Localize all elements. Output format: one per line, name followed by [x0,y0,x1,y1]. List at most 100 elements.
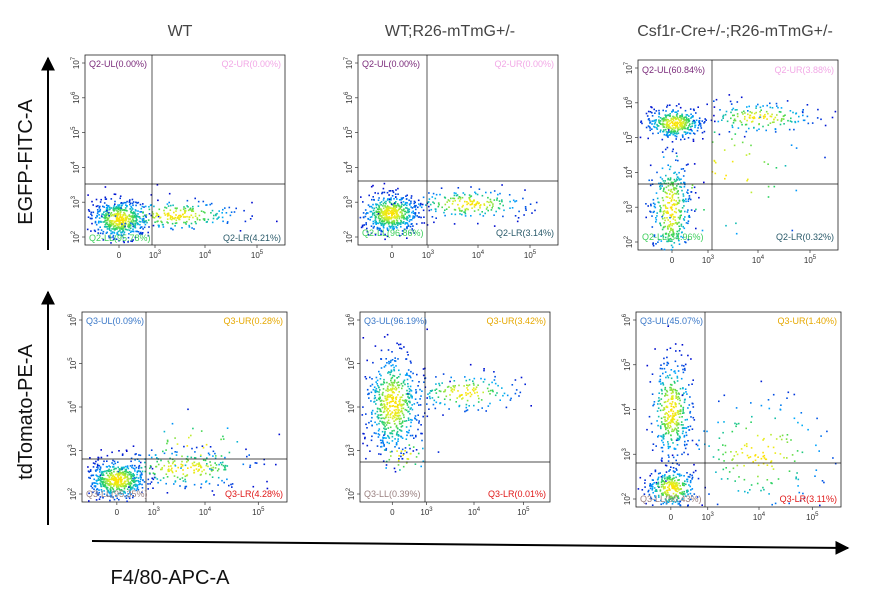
event-dot [119,214,122,216]
event-dot [670,377,673,380]
event-dot [402,380,405,383]
event-dot [686,480,689,483]
event-dot [129,487,132,490]
event-dot [392,405,394,407]
event-dot [743,444,746,447]
event-dot [670,419,672,422]
event-dot [151,211,154,213]
event-dot [393,227,395,230]
event-dot [109,213,112,215]
event-dot [193,471,196,474]
event-dot [732,467,735,470]
event-dot [128,473,131,475]
event-dot [152,224,155,227]
event-dot [121,484,124,486]
event-dot [133,468,136,470]
event-dot [680,118,683,120]
event-dot [685,124,688,127]
event-dot [671,396,673,399]
event-dot [130,211,132,214]
event-dot [674,216,676,218]
event-dot [407,383,409,385]
event-dot [183,221,185,224]
event-dot [130,209,133,211]
event-dot [138,481,140,483]
event-dot [691,122,693,125]
event-dot [392,203,395,206]
event-dot [395,216,397,218]
event-dot [793,128,795,131]
event-dot [127,220,129,223]
event-dot [428,408,430,410]
event-dot [746,119,748,122]
event-dot [711,171,714,173]
event-dot [167,469,170,471]
event-dot [429,203,432,206]
event-dot [148,472,151,474]
event-dot [397,381,400,383]
event-dot [126,471,129,473]
event-dot [668,193,671,195]
event-dot [793,460,796,462]
event-dot [390,370,393,372]
event-dot [459,196,462,199]
event-dot [667,454,670,456]
event-dot [411,397,413,399]
event-dot [665,182,667,185]
event-dot [488,383,490,386]
event-dot [816,117,819,119]
event-dot [656,215,658,217]
event-dot [751,116,754,119]
event-dot [403,208,405,210]
event-dot [147,488,149,490]
event-dot [366,227,368,230]
event-dot [678,489,680,491]
event-dot [392,397,395,400]
event-dot [655,481,658,484]
event-dot [747,113,749,116]
event-dot [639,476,642,479]
event-dot [674,414,676,416]
event-dot [389,384,392,386]
event-dot [156,220,159,223]
event-dot [376,416,379,418]
event-dot [407,411,409,413]
event-dot [686,491,688,494]
event-dot [671,128,673,131]
event-dot [408,214,411,217]
event-dot [659,426,662,428]
event-dot [412,210,414,213]
event-dot [125,222,127,225]
event-dot [106,223,109,226]
event-dot [397,209,399,212]
event-dot [665,207,667,209]
event-dot [379,420,381,422]
event-dot [200,483,203,485]
event-dot [675,105,678,107]
event-dot [673,188,676,190]
event-dot [108,235,110,237]
event-dot [110,220,113,222]
event-dot [101,471,104,473]
event-dot [404,213,406,215]
event-dot [682,430,684,433]
event-dot [676,439,678,441]
event-dot [246,455,248,458]
event-dot [755,105,758,107]
event-dot [763,454,766,457]
event-dot [687,137,690,139]
event-dot [400,201,403,204]
event-dot [370,210,373,213]
event-dot [670,481,673,484]
event-dot [171,452,173,455]
event-dot [378,220,381,222]
event-dot [669,383,672,386]
event-dot [477,409,480,411]
event-dot [785,438,788,440]
event-dot [462,397,464,399]
event-dot [426,224,429,226]
event-dot [380,233,382,236]
event-dot [194,212,197,215]
event-dot [390,381,393,384]
event-dot [415,456,418,458]
